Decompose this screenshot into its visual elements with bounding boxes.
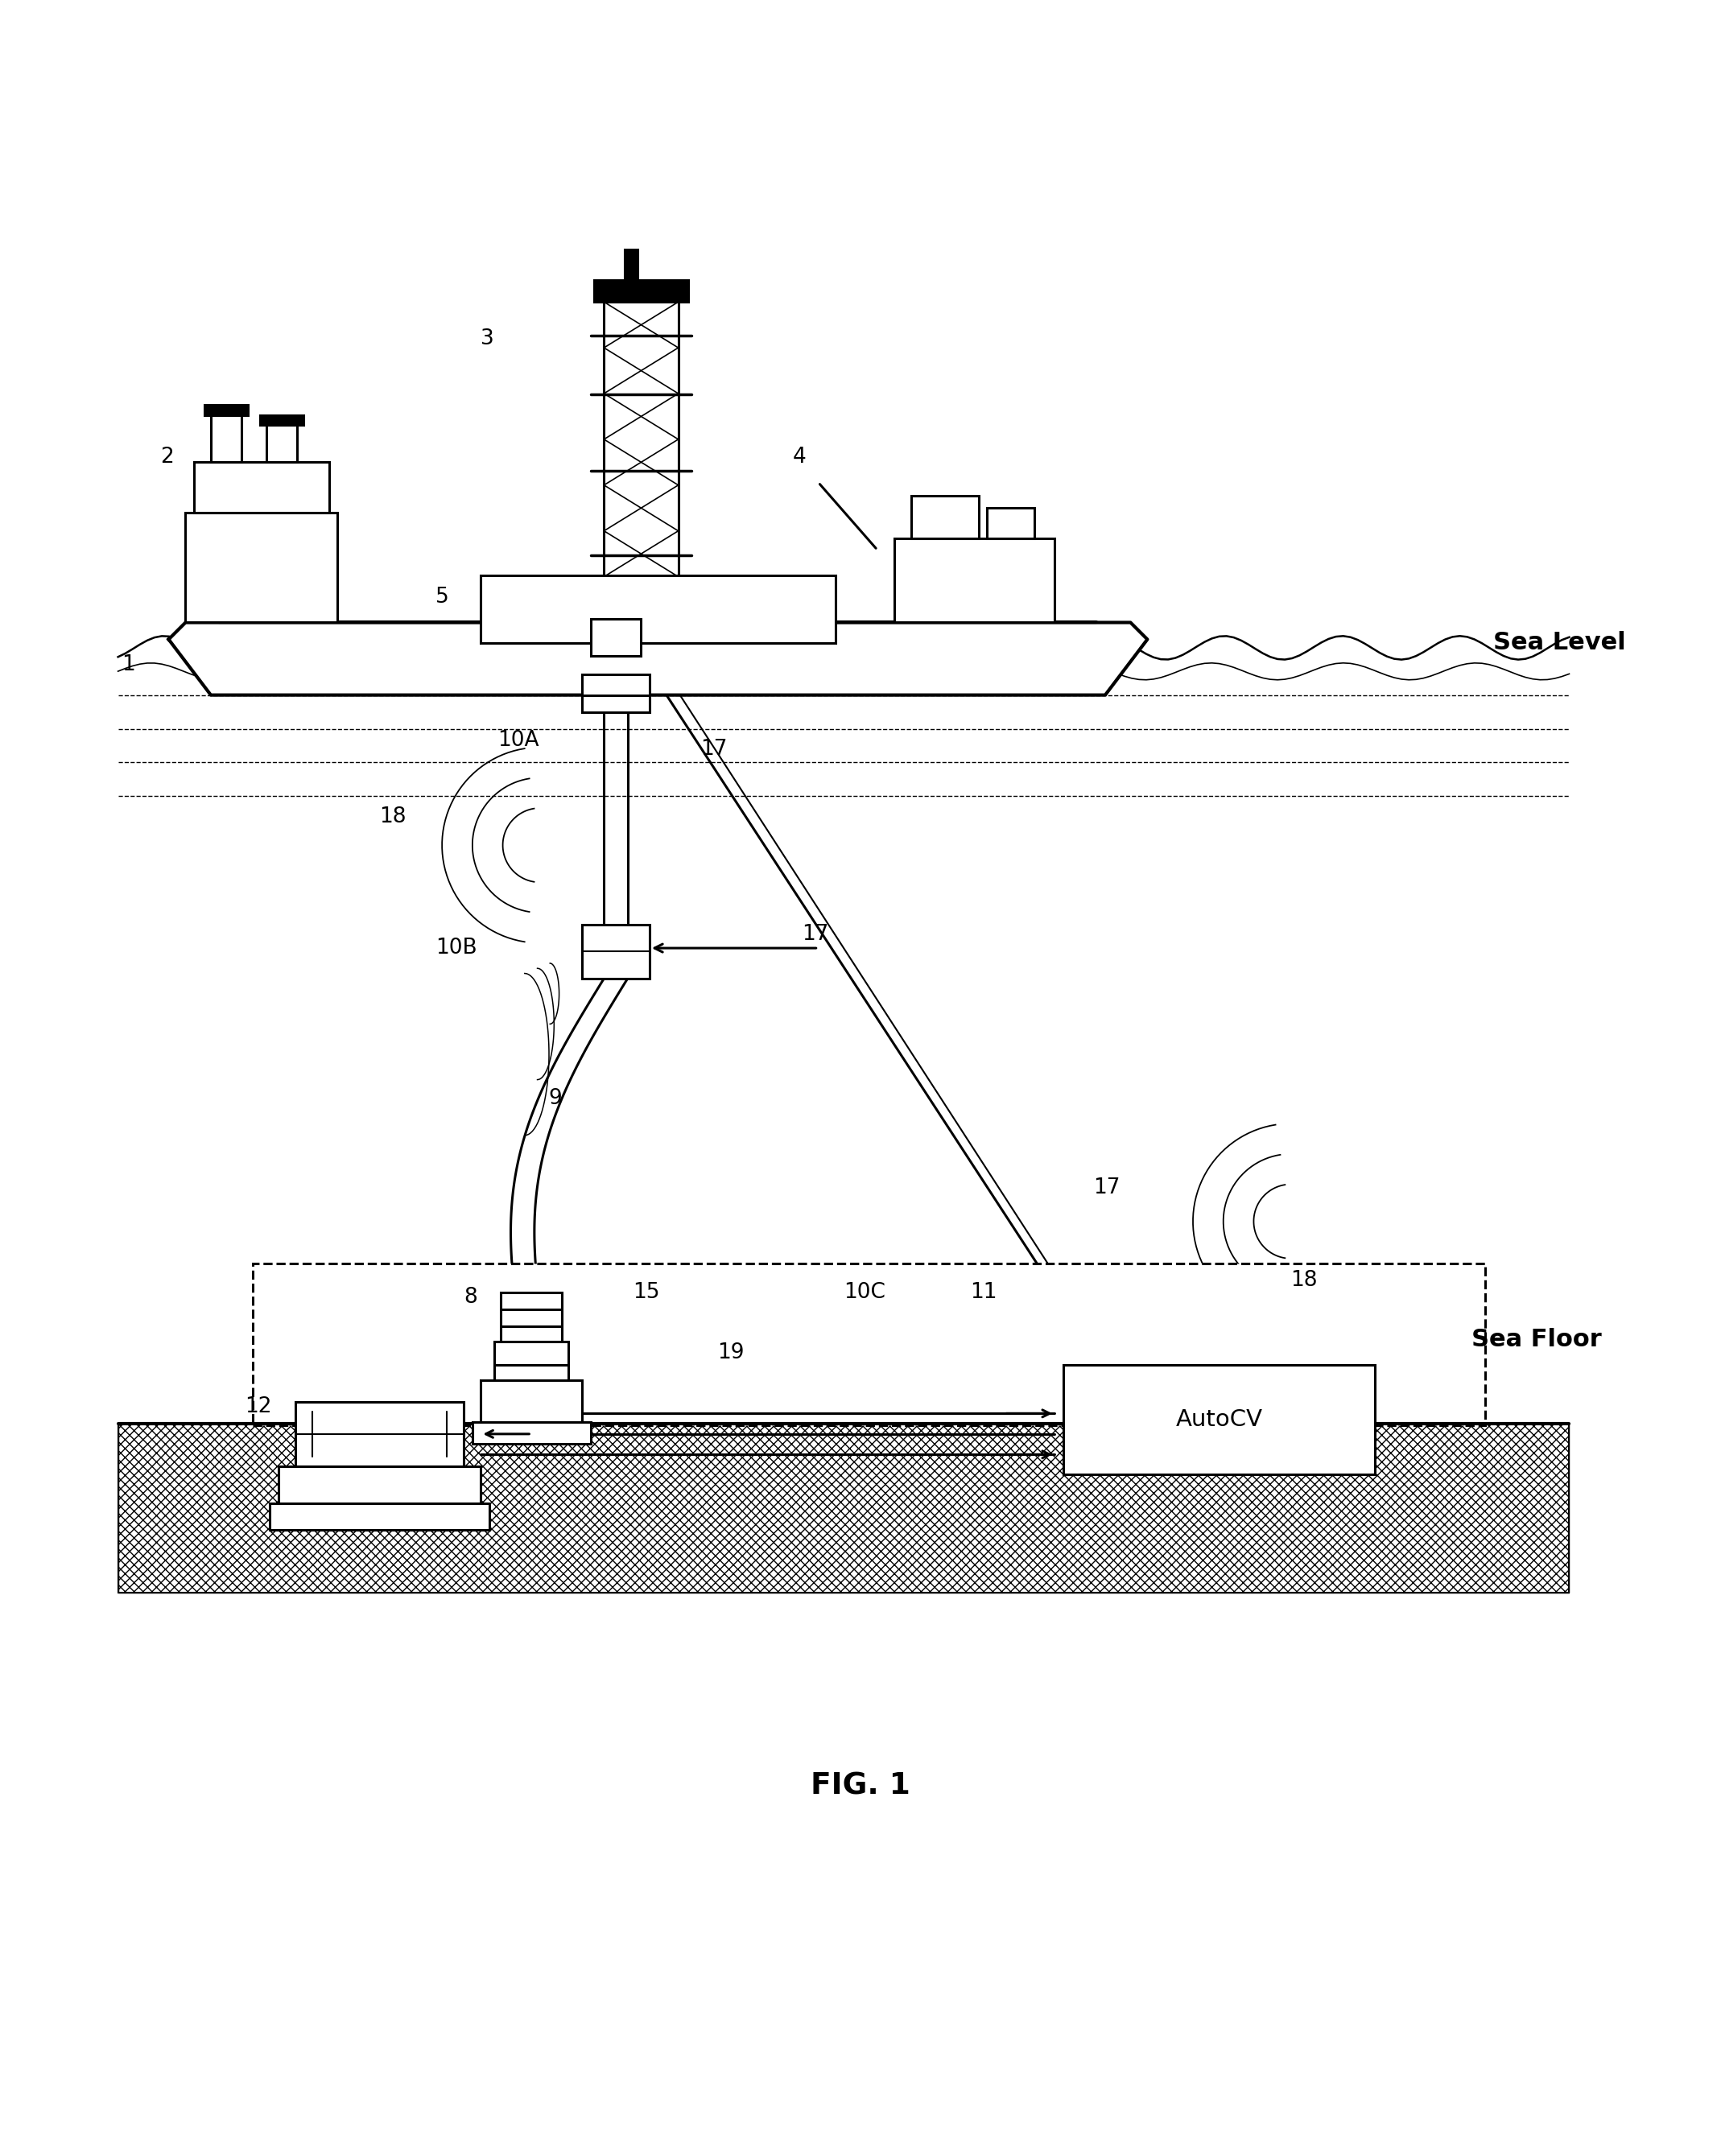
Bar xyxy=(582,925,649,979)
Bar xyxy=(212,414,241,461)
Bar xyxy=(296,1401,465,1466)
Bar xyxy=(582,675,649,711)
Polygon shape xyxy=(169,623,1148,694)
Text: 10B: 10B xyxy=(435,938,477,959)
Text: 10C: 10C xyxy=(843,1283,885,1302)
Text: 10A: 10A xyxy=(497,731,539,750)
Text: AutoCV: AutoCV xyxy=(1175,1408,1263,1432)
Bar xyxy=(186,513,337,623)
Bar xyxy=(988,509,1034,539)
Bar xyxy=(480,576,835,642)
Text: 2: 2 xyxy=(160,446,174,468)
Bar xyxy=(480,1380,582,1423)
Text: 17: 17 xyxy=(700,740,728,759)
Bar xyxy=(119,1423,1570,1593)
Bar xyxy=(267,425,298,461)
Text: 5: 5 xyxy=(435,586,449,608)
Bar xyxy=(590,619,642,655)
Bar xyxy=(260,414,303,425)
Bar xyxy=(1064,1365,1375,1475)
Text: 8: 8 xyxy=(465,1287,477,1309)
Bar xyxy=(625,250,638,280)
Bar xyxy=(472,1423,590,1445)
Text: 1: 1 xyxy=(122,653,134,675)
Text: 18: 18 xyxy=(1291,1270,1318,1291)
Bar xyxy=(494,1341,568,1382)
Bar xyxy=(194,461,329,513)
Text: 9: 9 xyxy=(549,1089,561,1108)
Bar xyxy=(279,1466,480,1503)
Text: Sea Floor: Sea Floor xyxy=(1471,1328,1602,1352)
Text: 3: 3 xyxy=(480,328,494,349)
Text: FIG. 1: FIG. 1 xyxy=(811,1772,910,1800)
Polygon shape xyxy=(604,302,678,623)
Bar xyxy=(594,280,688,302)
Text: 11: 11 xyxy=(971,1283,996,1302)
Text: 19: 19 xyxy=(718,1343,743,1363)
Bar xyxy=(119,1423,1570,1593)
Text: 4: 4 xyxy=(793,446,807,468)
Bar xyxy=(910,496,979,539)
Bar xyxy=(205,405,248,414)
Text: 17: 17 xyxy=(802,925,828,944)
Text: 15: 15 xyxy=(633,1283,659,1302)
Bar xyxy=(253,1263,1485,1425)
Bar xyxy=(501,1291,561,1343)
Text: 17: 17 xyxy=(1093,1177,1120,1199)
Text: 12: 12 xyxy=(244,1397,272,1416)
Bar xyxy=(270,1503,489,1531)
Bar xyxy=(895,539,1055,623)
Text: Sea Level: Sea Level xyxy=(1494,632,1626,655)
Text: 18: 18 xyxy=(380,806,406,828)
